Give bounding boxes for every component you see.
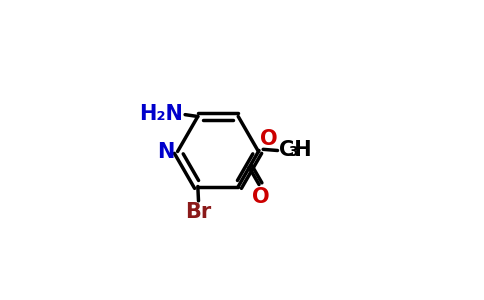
Text: 3: 3 xyxy=(288,145,298,159)
Text: CH: CH xyxy=(279,140,312,160)
Text: H₂N: H₂N xyxy=(139,104,183,124)
Text: Br: Br xyxy=(185,202,212,222)
Text: O: O xyxy=(260,129,278,149)
Text: O: O xyxy=(252,187,269,207)
Text: N: N xyxy=(157,142,175,161)
